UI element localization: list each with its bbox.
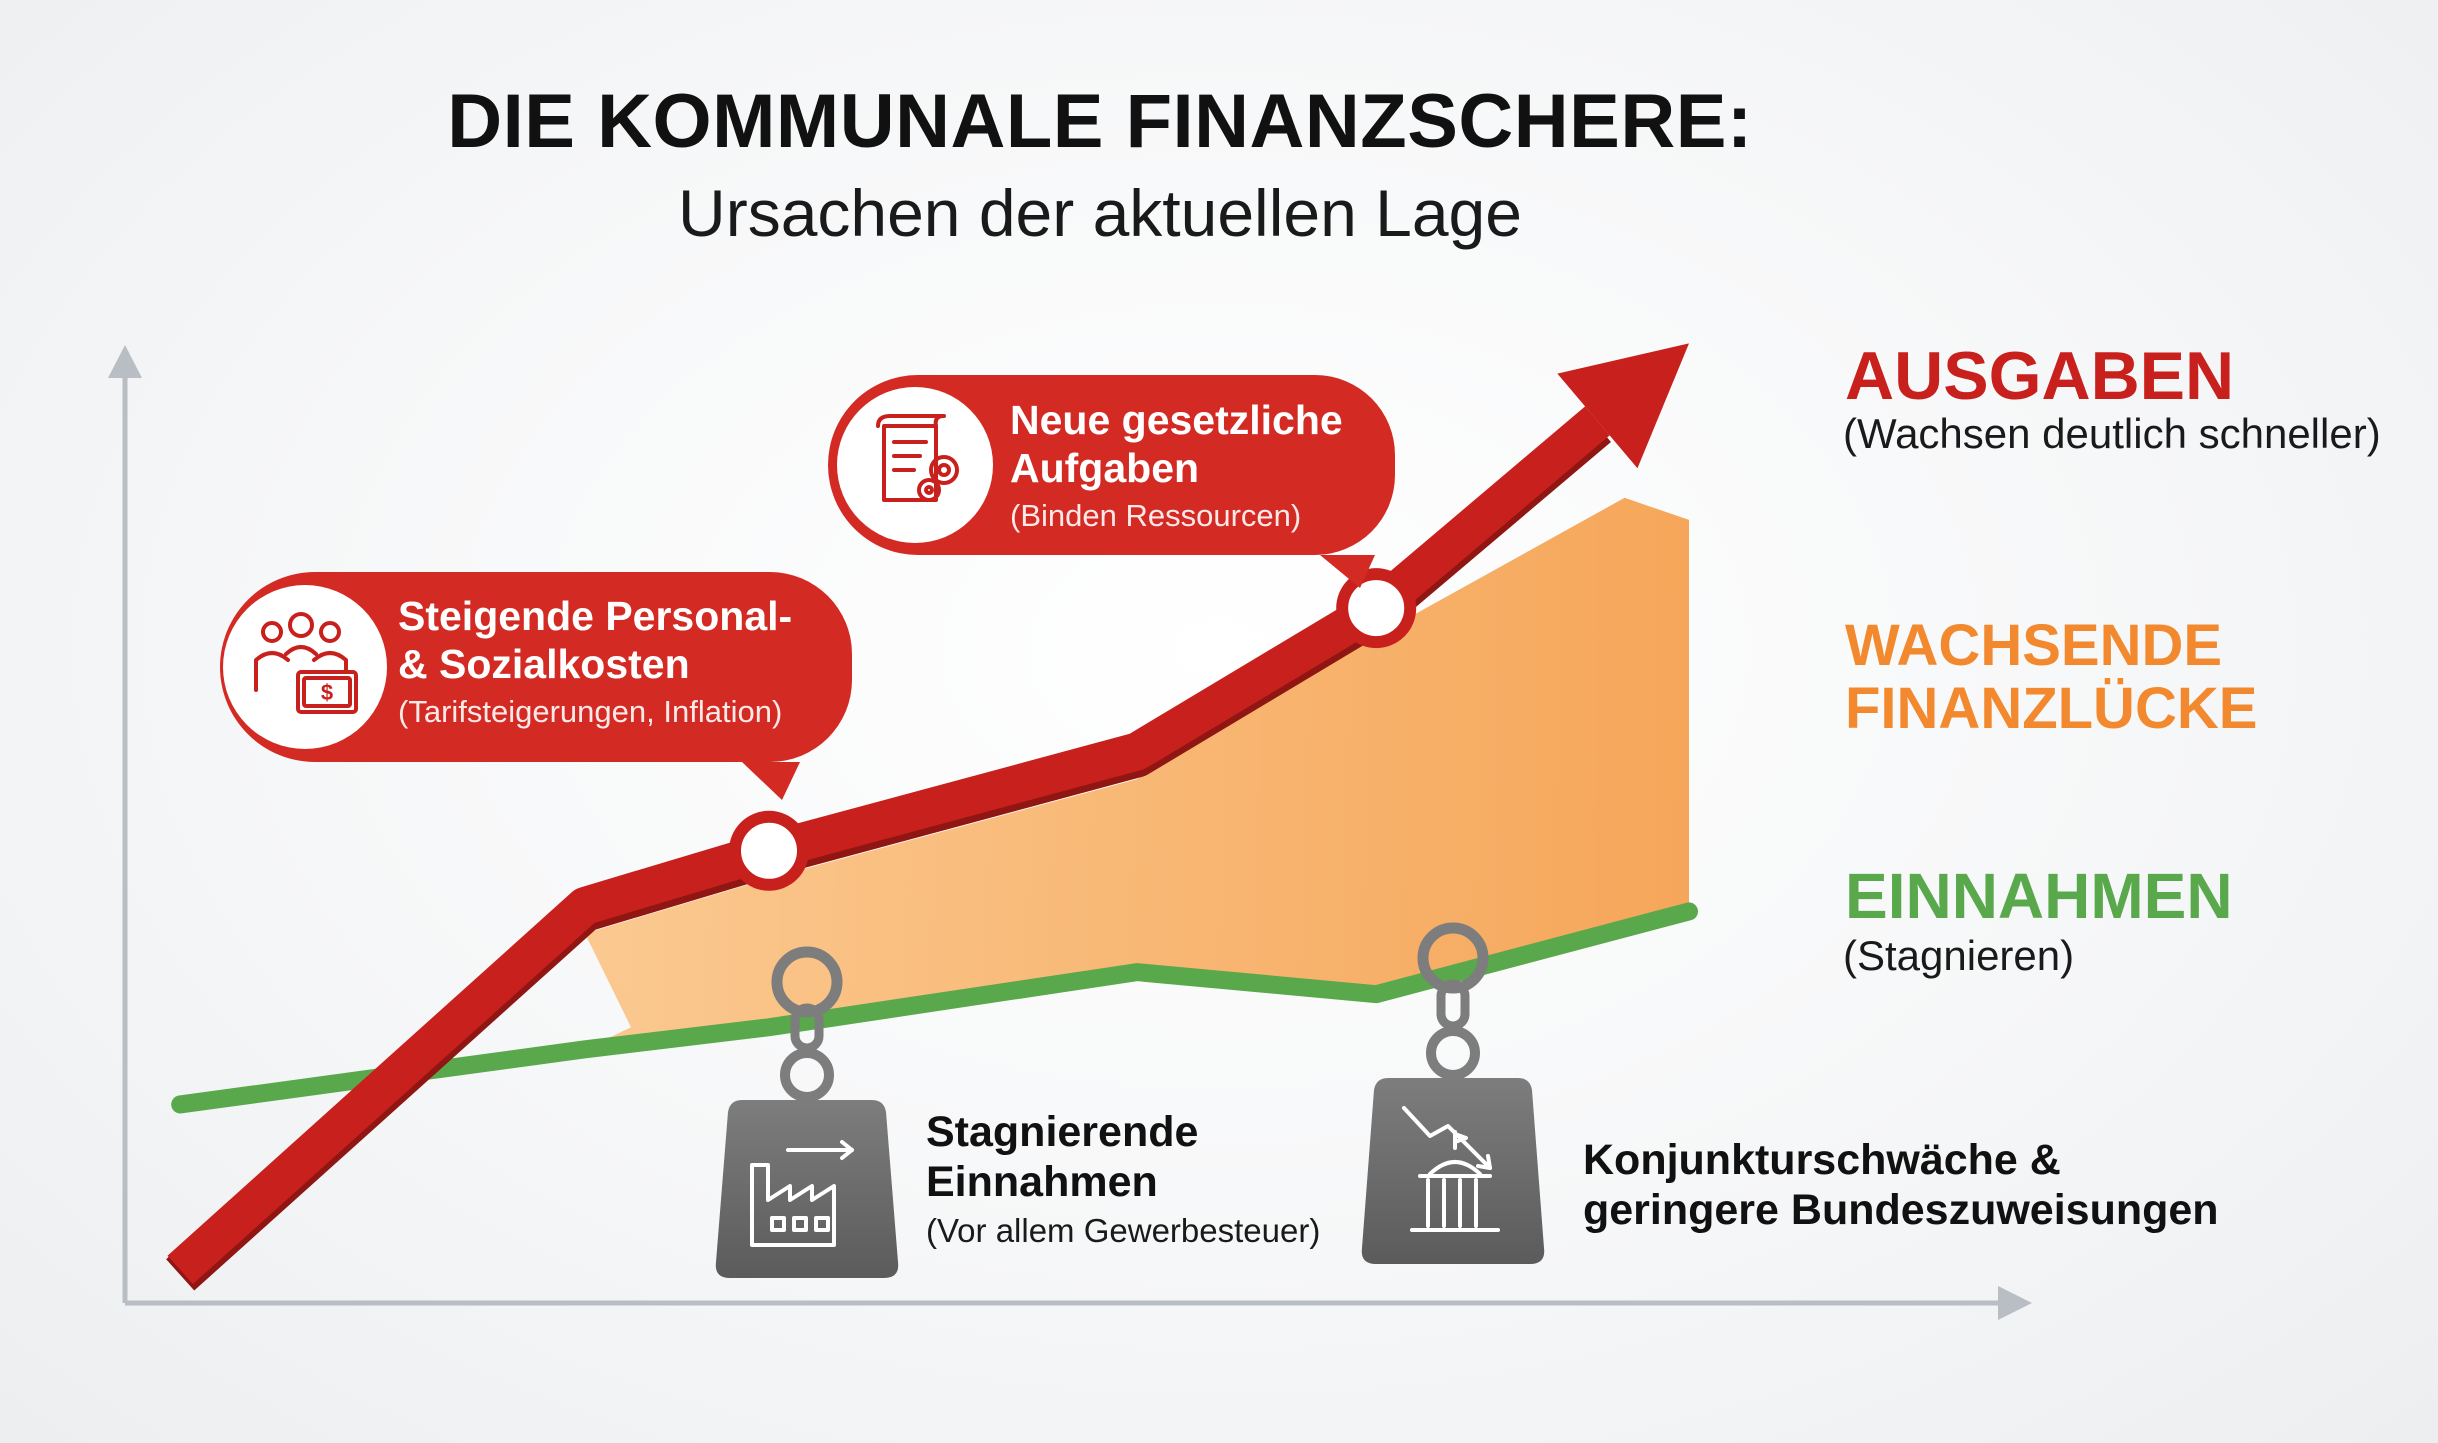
callout-layer: $ [220,375,1395,800]
weight-stagnating-income [715,946,899,1278]
x-axis-arrowhead [1998,1286,2032,1320]
callout-personal-costs: $ [220,572,852,800]
callout-bubble-personal-costs [220,572,852,800]
finanzluecke-area [585,497,1689,1050]
weight-title-line1: Konjunkturschwäche & [1583,1136,2061,1184]
weight-layer [715,922,1545,1278]
weight-title-line1: Stagnierende [926,1108,1199,1156]
document-gears-icon-badge [837,387,993,543]
finanzluecke-line1: WACHSENDE [1845,613,2223,678]
series-label-finanzluecke: WACHSENDE FINANZLÜCKE [1845,613,2258,741]
government-building-icon [1402,1106,1500,1232]
callout-title-line1: Neue gesetzliche [1010,397,1343,443]
weight-text-economy-federal: Konjunkturschwäche & geringere Bundeszuw… [1583,1136,2219,1236]
svg-text:$: $ [321,680,333,705]
people-money-icon-badge [223,585,387,749]
weight-body [1361,1078,1545,1264]
chart-title: DIE KOMMUNALE FINANZSCHERE: [447,79,1753,164]
weight-subtitle: (Vor allem Gewerbesteuer) [926,1211,1321,1249]
weight-handle-ring [1426,1026,1480,1080]
factory-icon [750,1140,854,1247]
callout-title-line1: Steigende Personal- [398,593,793,639]
weight-economy-federal [1361,922,1545,1264]
ausgaben-marker-2 [1336,568,1417,649]
chart-subtitle: Ursachen der aktuellen Lage [678,176,1522,250]
finanzluecke-line2: FINANZLÜCKE [1845,675,2258,741]
people-money-icon: $ [254,612,358,714]
series-label-ausgaben: AUSGABEN [1845,338,2235,414]
chart-axes [108,345,2032,1320]
callout-title-line2: Aufgaben [1010,444,1200,491]
weight-text-stagnating-income: Stagnierende Einnahmen (Vor allem Gewerb… [926,1108,1320,1250]
callout-text-personal-costs: Steigende Personal- & Sozialkosten (Tari… [398,593,792,730]
document-gears-icon [876,414,959,502]
series-sub-ausgaben: (Wachsen deutlich schneller) [1843,410,2381,457]
callout-subtitle: (Binden Ressourcen) [1010,498,1302,534]
series-label-einnahmen: EINNAHMEN [1845,860,2233,932]
ausgaben-arrow-head [1557,343,1689,469]
ausgaben-arrow-shaft [167,406,1610,1285]
weight-handle-ring [780,1048,834,1102]
series-layer [166,343,1698,1291]
callout-subtitle: (Tarifsteigerungen, Inflation) [398,694,783,730]
callout-text-legal-tasks: Neue gesetzliche Aufgaben (Binden Ressou… [1010,397,1343,534]
weight-title-line2: geringere Bundeszuweisungen [1583,1185,2219,1234]
y-axis-arrowhead [108,345,142,378]
series-sub-einnahmen: (Stagnieren) [1843,932,2075,979]
callout-legal-tasks [828,375,1395,588]
callout-title-line2: & Sozialkosten [398,640,690,687]
ausgaben-marker-1 [729,810,809,891]
weight-title-line2: Einnahmen [926,1157,1158,1206]
